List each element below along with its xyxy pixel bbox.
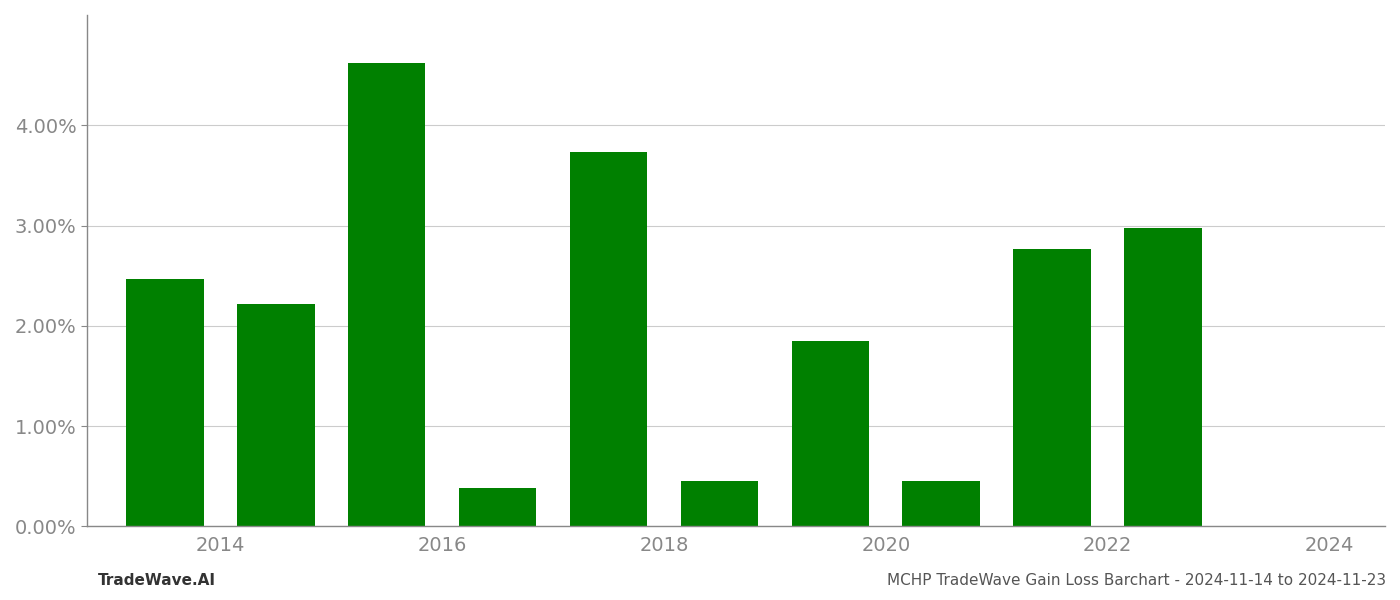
Bar — [347, 63, 426, 526]
Text: TradeWave.AI: TradeWave.AI — [98, 573, 216, 588]
Bar — [570, 152, 647, 526]
Bar — [1014, 248, 1091, 526]
Bar — [459, 488, 536, 526]
Bar — [903, 481, 980, 526]
Bar — [680, 481, 759, 526]
Bar — [1124, 227, 1203, 526]
Bar — [237, 304, 315, 526]
Bar — [791, 341, 869, 526]
Text: MCHP TradeWave Gain Loss Barchart - 2024-11-14 to 2024-11-23: MCHP TradeWave Gain Loss Barchart - 2024… — [886, 573, 1386, 588]
Bar — [126, 278, 203, 526]
